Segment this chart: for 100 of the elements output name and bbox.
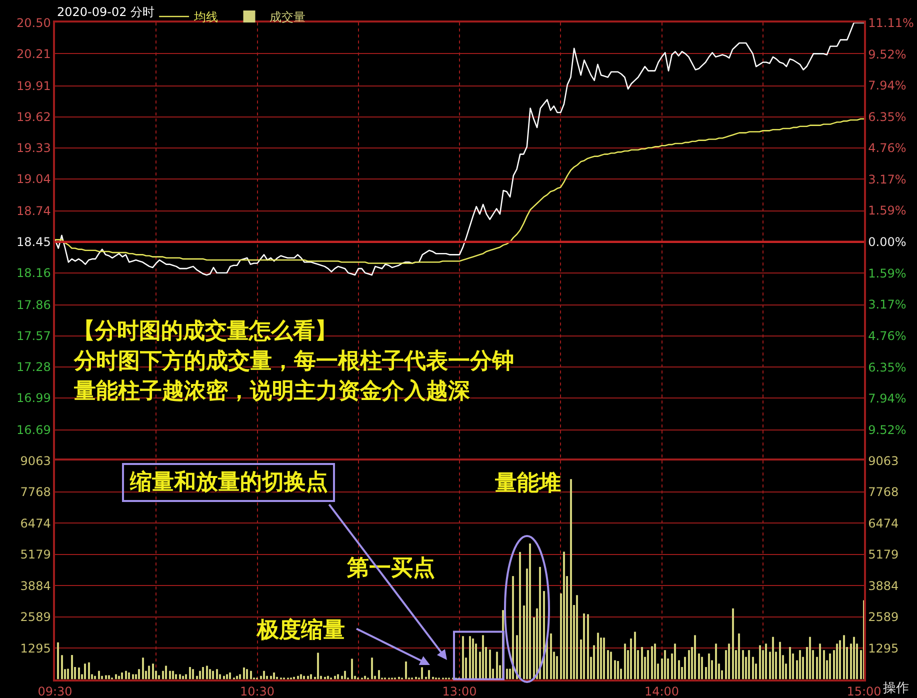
bar bbox=[496, 652, 498, 680]
bar bbox=[489, 650, 491, 680]
y2-tick-label: 5179 bbox=[868, 548, 899, 562]
bar bbox=[158, 675, 160, 680]
bar bbox=[779, 642, 781, 680]
bar bbox=[823, 650, 825, 680]
bar bbox=[610, 652, 612, 680]
bar bbox=[108, 675, 110, 680]
bar bbox=[115, 674, 117, 680]
bar bbox=[216, 669, 218, 680]
bar bbox=[250, 670, 252, 680]
bar bbox=[206, 666, 208, 680]
bar bbox=[344, 670, 346, 680]
y2-tick-label: 2589 bbox=[868, 610, 899, 624]
y-tick-label: 6474 bbox=[20, 516, 51, 530]
bar bbox=[172, 670, 174, 680]
bar bbox=[185, 674, 187, 680]
bar bbox=[587, 614, 589, 680]
annotation: 极度缩量 bbox=[256, 617, 345, 643]
bar bbox=[694, 635, 696, 680]
bar bbox=[212, 670, 214, 680]
bar bbox=[169, 670, 171, 680]
bar bbox=[378, 670, 380, 680]
bar bbox=[88, 662, 90, 680]
bar bbox=[563, 552, 565, 680]
bar bbox=[273, 672, 275, 680]
bar bbox=[651, 646, 653, 680]
bar bbox=[243, 667, 245, 680]
bar bbox=[674, 644, 676, 680]
x-tick-label: 09:30 bbox=[38, 684, 72, 698]
bar bbox=[853, 636, 855, 680]
bar bbox=[607, 650, 609, 680]
bar bbox=[759, 645, 761, 680]
y-tick-label: 3884 bbox=[20, 578, 51, 593]
bar bbox=[300, 674, 302, 680]
text: 操作 bbox=[883, 681, 909, 696]
bar bbox=[654, 644, 656, 680]
bar bbox=[630, 638, 632, 680]
y2-tick-label: 9063 bbox=[868, 454, 899, 468]
bar bbox=[829, 653, 831, 680]
bar bbox=[121, 672, 123, 680]
bar bbox=[742, 650, 744, 680]
bar bbox=[105, 675, 107, 680]
bar bbox=[78, 667, 80, 680]
bar bbox=[469, 636, 471, 680]
bar bbox=[634, 632, 636, 680]
bar bbox=[239, 674, 241, 680]
bar bbox=[799, 650, 801, 680]
bar bbox=[688, 650, 690, 680]
bar bbox=[728, 644, 730, 680]
bar bbox=[839, 640, 841, 680]
bar bbox=[715, 644, 717, 680]
bar bbox=[310, 674, 312, 680]
annotation: 缩量和放量的切换点 bbox=[129, 470, 328, 495]
bar bbox=[543, 591, 545, 680]
bar bbox=[836, 644, 838, 680]
x-tick-label: 10:30 bbox=[240, 684, 275, 698]
bar bbox=[192, 669, 194, 680]
bar bbox=[337, 674, 339, 680]
y2-tick-label: 6474 bbox=[868, 516, 899, 530]
bar bbox=[71, 654, 73, 680]
bar bbox=[263, 670, 265, 680]
bar bbox=[603, 638, 605, 680]
bar bbox=[165, 666, 167, 680]
bar bbox=[624, 644, 626, 680]
bar bbox=[462, 636, 464, 680]
bar bbox=[152, 664, 154, 680]
bar bbox=[189, 667, 191, 680]
bar bbox=[226, 674, 228, 680]
bar bbox=[405, 661, 407, 680]
bar bbox=[684, 656, 686, 680]
bar bbox=[132, 674, 134, 680]
bar bbox=[246, 669, 248, 680]
bar bbox=[57, 642, 59, 680]
y-tick-label: 1295 bbox=[20, 641, 51, 656]
y2-tick-label: 3884 bbox=[868, 578, 899, 593]
bar bbox=[570, 479, 572, 680]
x-tick-label: 13:00 bbox=[442, 684, 477, 698]
bar bbox=[519, 552, 521, 680]
bar bbox=[506, 668, 508, 680]
bar bbox=[593, 645, 595, 680]
bar bbox=[148, 666, 150, 680]
bar bbox=[61, 655, 63, 680]
bar bbox=[809, 636, 811, 680]
bar bbox=[175, 674, 177, 680]
bar bbox=[67, 668, 69, 680]
bar bbox=[708, 653, 710, 680]
bar bbox=[229, 672, 231, 680]
bar bbox=[199, 670, 201, 680]
y-tick-label: 5179 bbox=[20, 548, 51, 562]
bar bbox=[647, 650, 649, 680]
y-tick-label: 9063 bbox=[20, 454, 51, 468]
bar bbox=[128, 672, 130, 680]
bar bbox=[738, 633, 740, 680]
bar bbox=[556, 656, 558, 680]
bar bbox=[701, 656, 703, 680]
bar bbox=[142, 658, 144, 680]
x-tick-label: 15:00 bbox=[846, 684, 882, 698]
bar bbox=[529, 544, 531, 680]
bar bbox=[614, 660, 616, 680]
